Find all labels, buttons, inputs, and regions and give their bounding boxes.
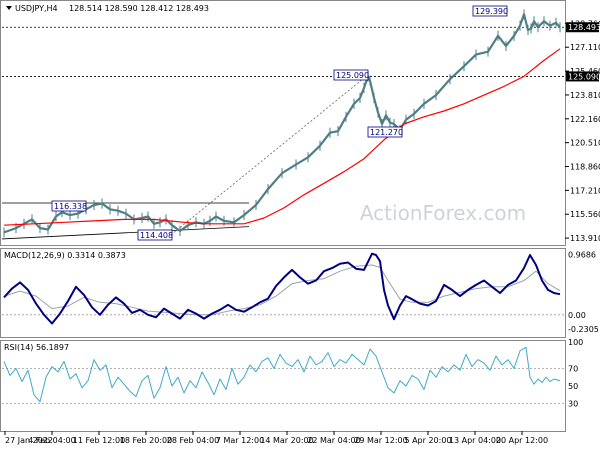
level-price-tag-text: 125.090 (568, 72, 600, 81)
time-axis-tick-label: 7 Mar 12:00 (216, 436, 264, 445)
time-axis-tick-label: 14 Mar 20:00 (260, 436, 313, 445)
watermark: ActionForex.com (360, 201, 526, 225)
price-annotation-label: 121.270 (370, 128, 403, 137)
macd-layer (3, 252, 561, 325)
price-annotation-box (137, 229, 173, 241)
price-annotation-label: 116.338 (54, 202, 87, 211)
price-layer: 129.390 125.090 121.270 116.338 114.408 (3, 5, 561, 241)
macd-line (3, 252, 561, 325)
price-axis-tick-label: 120.510 (570, 139, 600, 148)
time-axis-tick-label: 20 Apr 12:00 (496, 436, 548, 445)
time-axis-tick-label: 22 Mar 04:00 (307, 436, 360, 445)
rsi-axis-tick-label: 70 (568, 364, 578, 373)
price-axis-tick-label: 117.210 (570, 186, 600, 195)
price-annotation-label: 114.408 (140, 231, 173, 240)
rsi-axis-tick-label: 30 (568, 400, 578, 409)
time-axis-tick-label: 28 Feb 04:00 (167, 436, 219, 445)
time-axis-tick-label: 18 Feb 20:00 (120, 436, 172, 445)
collapse-triangle-icon[interactable] (6, 6, 12, 10)
rsi-layer (3, 346, 561, 403)
price-annotation-label: 125.090 (336, 71, 369, 80)
price-axis-tick-label: 113.910 (570, 234, 600, 243)
price-header: USDJPY,H4 128.514 128.590 128.412 128.49… (6, 4, 209, 13)
support-trendline (1, 226, 250, 240)
time-axis-tick-label: 13 Apr 04:00 (449, 436, 501, 445)
price-axis-tick-label: 123.810 (570, 91, 600, 100)
price-annotation-box (367, 126, 403, 138)
axis-layer: 113.910 115.560 117.210 118.860 120.510 122.1… (4, 19, 600, 445)
level-price-tag (566, 71, 599, 82)
rsi-axis-tick-label: 50 (568, 382, 578, 391)
level-price-tag (566, 22, 599, 33)
moving-average-line (3, 48, 561, 226)
time-axis-tick-label: 29 Mar 12:00 (354, 436, 407, 445)
ohlc-label: 128.514 128.590 128.412 128.493 (69, 4, 209, 13)
time-axis-tick-label: 5 Apr 20:00 (404, 436, 451, 445)
time-axis-tick-label: 11 Feb 12:00 (73, 436, 125, 445)
price-axis-tick-label: 127.110 (570, 43, 600, 52)
level-price-tag-text: 128.493 (568, 23, 600, 32)
rsi-title: RSI(14) 56.1897 (4, 343, 69, 352)
macd-title: MACD(12,26,9) 0.3314 0.3873 (4, 251, 126, 260)
rsi-axis-tick-label: 100 (568, 338, 583, 347)
price-series (3, 13, 561, 234)
price-panel-frame (0, 0, 566, 246)
time-axis-tick-label: 27 Jan 2022 (5, 436, 53, 445)
time-axis-tick-label: 4 Feb 04:00 (28, 436, 75, 445)
rsi-panel-frame (0, 340, 566, 432)
macd-axis-tick-label: 0.9686 (568, 250, 596, 259)
grid-layer (1, 26, 565, 405)
price-axis-tick-label: 122.160 (570, 115, 600, 124)
price-axis-tick-label: 118.860 (570, 163, 600, 172)
rsi-line (3, 346, 561, 403)
projection-line (173, 76, 367, 233)
price-annotation-box (333, 69, 369, 81)
symbol-label: USDJPY,H4 (15, 4, 58, 13)
macd-panel-frame (0, 248, 566, 338)
price-annotation-box (51, 200, 87, 212)
price-axis-tick-label: 115.560 (570, 210, 600, 219)
macd-axis-tick-label: -0.2305 (568, 325, 599, 334)
price-annotation-label: 129.390 (475, 7, 508, 16)
price-annotation-box (472, 5, 508, 17)
macd-axis-tick-label: 0.00 (568, 311, 586, 320)
macd-signal-line (3, 264, 561, 316)
